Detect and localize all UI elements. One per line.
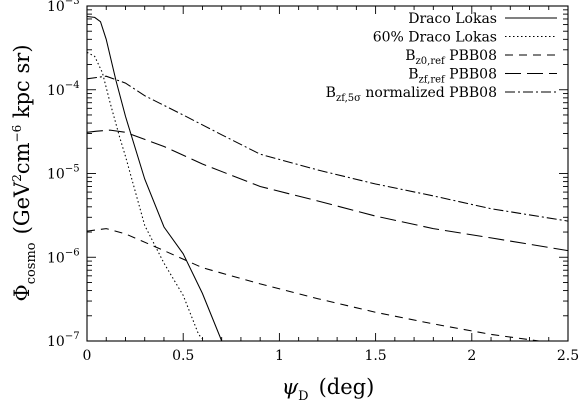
x-tick-label: 0.5	[172, 348, 194, 364]
x-tick-label: 2	[467, 348, 476, 364]
y-axis-subscript: cosmo	[24, 242, 39, 284]
y-axis-unit-post: kpc sr)	[10, 44, 34, 124]
x-axis-title: ψD (deg)	[282, 375, 375, 404]
series-line-2	[87, 51, 205, 341]
y-axis-unit-sup1: 2	[10, 174, 24, 182]
y-tick-label: 10−6	[47, 247, 80, 266]
y-tick-label: 10−4	[47, 80, 80, 99]
y-axis-title: Φcosmo (GeV2cm−6 kpc sr)	[10, 44, 39, 301]
legend-label-2: 60% Draco Lokas	[373, 30, 497, 46]
x-tick-label: 1.5	[364, 348, 386, 364]
x-axis-unit: (deg)	[319, 375, 375, 399]
x-tick-label: 0	[83, 348, 92, 364]
x-tick-label: 1	[275, 348, 284, 364]
y-axis-unit-sup2: −6	[10, 125, 24, 143]
y-tick-label: 10−7	[47, 331, 80, 350]
series-line-5	[87, 75, 568, 222]
series-layer	[87, 15, 568, 341]
y-axis-symbol: Φ	[10, 284, 34, 301]
x-axis-subscript: D	[298, 389, 308, 404]
legend-label-3: Bz0,ref PBB08	[405, 48, 497, 67]
series-line-4	[87, 129, 568, 252]
series-line-1	[87, 15, 223, 341]
legend-label-4: Bzf,ref PBB08	[408, 67, 497, 86]
x-tick-label: 2.5	[557, 348, 579, 364]
y-axis-unit-mid: cm	[10, 142, 34, 174]
y-tick-label: 10−5	[47, 164, 80, 183]
legend-label-5: Bzf,5σ normalized PBB08	[326, 85, 497, 104]
y-tick-label: 10−3	[47, 0, 80, 15]
series-line-3	[87, 228, 540, 341]
ticks: 0 0.5 1 1.5 2 2.5 10−7 10−6 10−5 10−4 10−3	[47, 0, 579, 364]
x-axis-symbol: ψ	[282, 375, 299, 399]
y-axis-unit-pre: (GeV	[10, 181, 34, 234]
legend-label-1: Draco Lokas	[408, 11, 497, 27]
